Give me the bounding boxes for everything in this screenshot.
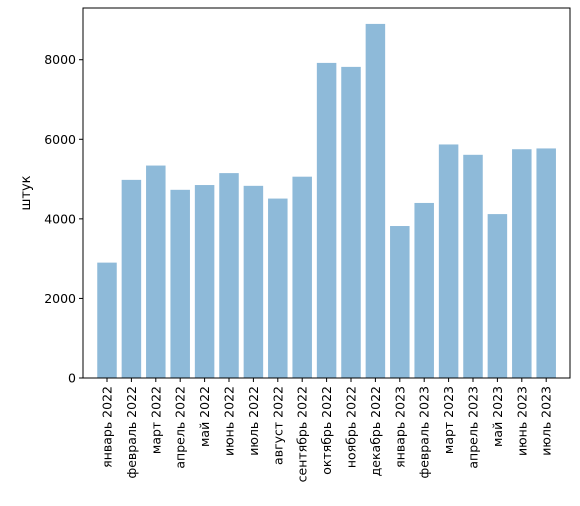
bar-14 — [438, 144, 459, 378]
x-tick-label-6: июль 2022 — [246, 386, 261, 456]
x-tick-label-2: март 2022 — [148, 386, 163, 454]
x-tick-label-17: июнь 2023 — [514, 386, 529, 456]
y-axis: 0 2000 4000 6000 8000 — [44, 52, 83, 386]
x-tick-label-3: апрель 2022 — [173, 386, 188, 469]
x-tick-label-5: июнь 2022 — [222, 386, 237, 456]
bar-2 — [146, 165, 166, 378]
x-tick-label-8: сентябрь 2022 — [295, 386, 310, 482]
bar-5 — [219, 173, 239, 378]
bar-15 — [463, 154, 483, 378]
x-tick-label-13: февраль 2023 — [417, 386, 432, 478]
x-tick-label-14: март 2023 — [441, 386, 456, 454]
bar-7 — [268, 198, 288, 378]
x-tick-label-15: апрель 2023 — [466, 386, 481, 469]
y-tick-label-1: 2000 — [44, 291, 76, 306]
bar-18 — [536, 148, 556, 378]
bar-17 — [512, 149, 532, 378]
x-axis: январь 2022 февраль 2022 март 2022 апрель 2… — [100, 378, 554, 482]
bar-16 — [487, 214, 508, 378]
x-tick-label-11: декабрь 2022 — [368, 386, 383, 476]
bar-12 — [390, 226, 410, 378]
bar-3 — [170, 189, 190, 378]
y-tick-label-2: 4000 — [44, 211, 76, 226]
bar-10 — [341, 66, 361, 379]
bars-group — [97, 23, 556, 379]
bar-8 — [292, 176, 312, 378]
x-tick-label-4: май 2022 — [197, 386, 212, 447]
bar-1 — [121, 179, 142, 378]
x-tick-label-9: октябрь 2022 — [319, 386, 334, 475]
x-tick-label-12: январь 2023 — [392, 386, 407, 468]
bar-4 — [194, 185, 215, 378]
x-tick-label-10: ноябрь 2022 — [344, 386, 359, 468]
bar-11 — [365, 23, 386, 379]
bar-6 — [243, 185, 264, 378]
x-tick-label-0: январь 2022 — [100, 386, 115, 468]
plot-frame — [82, 7, 571, 379]
x-tick-label-7: август 2022 — [270, 386, 285, 465]
x-tick-label-1: февраль 2022 — [124, 386, 139, 478]
bar-9 — [316, 62, 337, 378]
x-tick-label-16: май 2023 — [490, 386, 505, 447]
y-tick-label-3: 6000 — [44, 132, 76, 147]
bar-13 — [414, 202, 434, 378]
bar-0 — [97, 262, 117, 378]
y-tick-label-4: 8000 — [44, 52, 76, 67]
y-tick-label-0: 0 — [68, 371, 76, 386]
x-tick-label-18: июль 2023 — [539, 386, 554, 456]
y-axis-label: штук — [19, 175, 34, 210]
